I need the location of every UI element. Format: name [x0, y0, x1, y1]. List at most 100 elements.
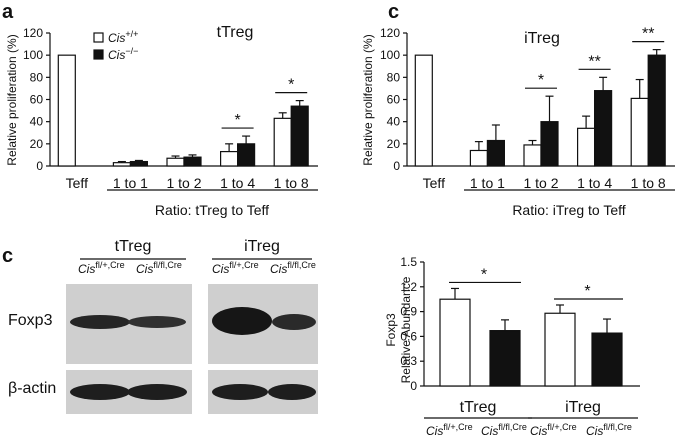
c2-bar-0-0 [414, 54, 433, 167]
panel-label-c-top: c [388, 1, 399, 23]
c1-bar-1-1 [129, 160, 148, 167]
c2-ytick-label-1: 20 [387, 137, 401, 151]
c3-ytick-label-1: 0.3 [400, 354, 417, 368]
blot-geno-4: Cisfl/fl,Cre [270, 260, 316, 276]
panel-label-a: a [2, 1, 14, 23]
c3-ytick-label-2: 0.6 [400, 329, 417, 343]
c2-ytick-label-2: 40 [387, 115, 401, 129]
chart1-ylabel: Relative proliferation (%) [5, 34, 19, 165]
c1-ytick-label-4: 80 [30, 70, 44, 84]
legend-wt-label: Cis+/+ [108, 29, 138, 45]
c1-xtick-label-2: 1 to 2 [166, 175, 201, 191]
western-blot: tTreg iTreg Cisfl/+,Cre Cisfl/fl,Cre Cis… [8, 238, 318, 414]
c2-ytick-label-5: 100 [380, 48, 400, 62]
c1-xtick-label-4: 1 to 8 [274, 175, 309, 191]
c1-ytick-label-0: 0 [36, 159, 43, 173]
c1-bar-0-2 [166, 157, 185, 167]
chart3-geno-1: Cisfl/+,Cre [426, 422, 473, 438]
c2-sig-star-2: ** [642, 26, 654, 43]
c3-bar-3 [591, 332, 623, 387]
c1-bar-0-0 [57, 54, 76, 167]
chart1-title: tTreg [217, 24, 254, 41]
c2-xtick-label-1: 1 to 1 [470, 175, 505, 191]
chart3-ylabel-1: Foxp3 [384, 313, 398, 347]
c2-bar-0-4 [630, 97, 649, 167]
band-ttreg-actin-wt [70, 384, 130, 400]
c3-ytick-label-5: 1.5 [400, 255, 417, 269]
c3-bar-2 [544, 312, 576, 387]
c1-bar-0-4 [273, 117, 292, 167]
c1-xtick-label-1: 1 to 1 [113, 175, 148, 191]
legend-ko-label: Cis−/− [108, 46, 138, 62]
c3-bar-0 [439, 298, 471, 387]
blot-geno-1: Cisfl/+,Cre [78, 260, 125, 276]
c2-sig-star-0: * [538, 72, 544, 89]
c1-bar-0-3 [220, 150, 239, 167]
blot-geno-3: Cisfl/+,Cre [212, 260, 259, 276]
band-itreg-actin-wt [212, 384, 268, 400]
c1-ytick-label-3: 60 [30, 93, 44, 107]
panel-label-c-bottom: c [2, 245, 13, 267]
blot-geno-2: Cisfl/fl,Cre [136, 260, 182, 276]
c3-sig-star-0: * [481, 266, 487, 283]
chart3-ylabel-2: Relative Abundance [399, 276, 413, 383]
c1-bar-1-3 [237, 143, 256, 167]
legend-wt-swatch [93, 32, 104, 43]
blot-row-actin: β-actin [8, 380, 56, 397]
band-itreg-foxp3-ko [272, 314, 316, 330]
blot-group-ttreg: tTreg [115, 238, 152, 255]
c2-ytick-label-3: 60 [387, 93, 401, 107]
blot-group-itreg: iTreg [244, 238, 280, 255]
chart3-geno-2: Cisfl/fl,Cre [481, 422, 527, 438]
c2-bar-1-1 [486, 139, 505, 167]
c1-xtick-label-3: 1 to 4 [220, 175, 255, 191]
chart1-legend: Cis+/+ Cis−/− [93, 29, 138, 62]
band-itreg-actin-ko [268, 384, 316, 400]
c1-ytick-label-1: 20 [30, 137, 44, 151]
chart3-geno-3: Cisfl/+,Cre [530, 422, 577, 438]
chart1-xlabel: Ratio: tTreg to Teff [155, 202, 269, 218]
c1-ytick-label-6: 120 [23, 26, 43, 40]
c2-xtick-label-4: 1 to 8 [631, 175, 666, 191]
chart2-xlabel: Ratio: iTreg to Teff [512, 202, 625, 218]
c3-ytick-label-3: 0.9 [400, 305, 417, 319]
c3-sig-star-1: * [584, 283, 590, 300]
legend-ko-swatch [93, 49, 104, 60]
c2-bar-0-3 [576, 127, 596, 167]
chart-itreg-proliferation: 0 20 40 60 80 100 120 Teff 1 to 1 1 to 2 1 to 4 1 t… [380, 26, 675, 191]
c2-bar-1-2 [540, 121, 559, 167]
chart-foxp3-abundance: 0 0.3 0.6 0.9 1.2 1.5 * * [400, 255, 640, 393]
c2-ytick-label-0: 0 [393, 159, 400, 173]
c2-bar-1-4 [647, 54, 666, 167]
c2-xtick-label-3: 1 to 4 [577, 175, 612, 191]
c3-ytick-label-4: 1.2 [400, 280, 417, 294]
blot-row-foxp3: Foxp3 [8, 312, 53, 329]
c2-sig-star-1: ** [588, 53, 600, 70]
band-ttreg-actin-ko [127, 384, 187, 400]
c2-ytick-label-4: 80 [387, 70, 401, 84]
c1-bar-1-4 [290, 105, 309, 167]
chart2-title: iTreg [524, 30, 560, 47]
chart3-group-itreg: iTreg [565, 399, 601, 416]
band-ttreg-foxp3-wt [70, 315, 130, 329]
chart3-group-ttreg: tTreg [460, 399, 497, 416]
c3-ytick-label-0: 0 [410, 379, 417, 393]
c1-xtick-label-0: Teff [66, 175, 88, 191]
c2-ytick-label-6: 120 [380, 26, 400, 40]
c1-bar-1-2 [183, 156, 202, 167]
band-ttreg-foxp3-ko [128, 316, 186, 328]
c2-xtick-label-0: Teff [423, 175, 445, 191]
band-itreg-foxp3-wt [212, 307, 272, 335]
c2-xtick-label-2: 1 to 2 [523, 175, 558, 191]
c3-bar-1 [489, 330, 521, 387]
c2-bar-0-1 [469, 149, 488, 167]
chart3-geno-4: Cisfl/fl,Cre [586, 422, 632, 438]
chart-ttreg-proliferation: 0 20 40 60 80 100 120 Teff 1 to 1 1 to 2 1 to 4 1 t… [23, 26, 318, 191]
c1-ytick-label-5: 100 [23, 48, 43, 62]
c1-bar-0-1 [112, 162, 132, 167]
c2-bar-0-2 [523, 144, 542, 167]
chart2-ylabel: Relative proliferation (%) [361, 34, 375, 165]
c1-sig-star-0: * [234, 112, 240, 129]
c2-bar-1-3 [593, 90, 613, 167]
